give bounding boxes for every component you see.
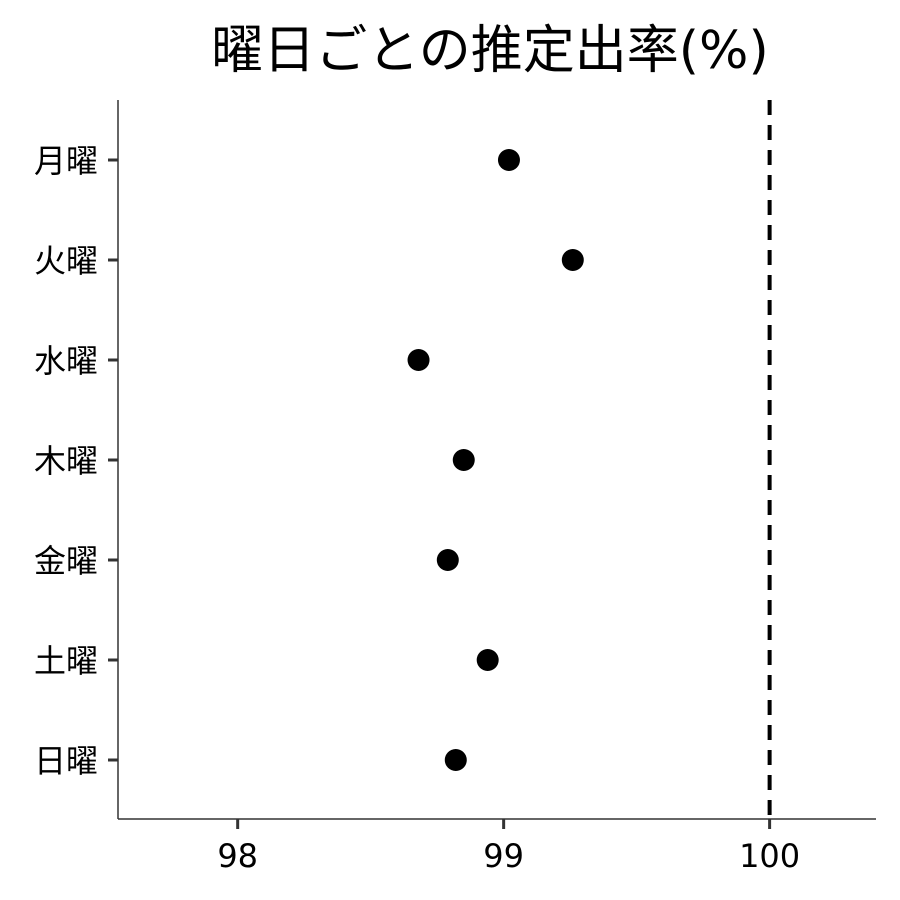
x-tick-label: 98 [217, 837, 258, 875]
data-point [476, 649, 499, 671]
axes [117, 100, 876, 820]
data-points [407, 149, 584, 771]
data-point [444, 749, 467, 771]
y-tick-label: 土曜 [34, 642, 98, 680]
data-point [452, 449, 475, 471]
chart-title: 曜日ごとの推定出率(%) [211, 21, 769, 81]
y-tick-label: 火曜 [34, 242, 98, 280]
y-tick-label: 金曜 [34, 542, 98, 580]
y-tick-label: 月曜 [34, 142, 98, 180]
y-tick-label: 木曜 [34, 442, 98, 480]
data-point [497, 149, 520, 171]
data-point [561, 249, 584, 271]
x-tick-label: 100 [739, 837, 800, 875]
data-point [436, 549, 459, 571]
x-tick-label: 99 [483, 837, 524, 875]
data-point [407, 349, 430, 371]
y-tick-label: 水曜 [34, 342, 98, 380]
x-axis-ticks: 98 99 100 [217, 819, 800, 875]
y-tick-label: 日曜 [34, 742, 98, 780]
